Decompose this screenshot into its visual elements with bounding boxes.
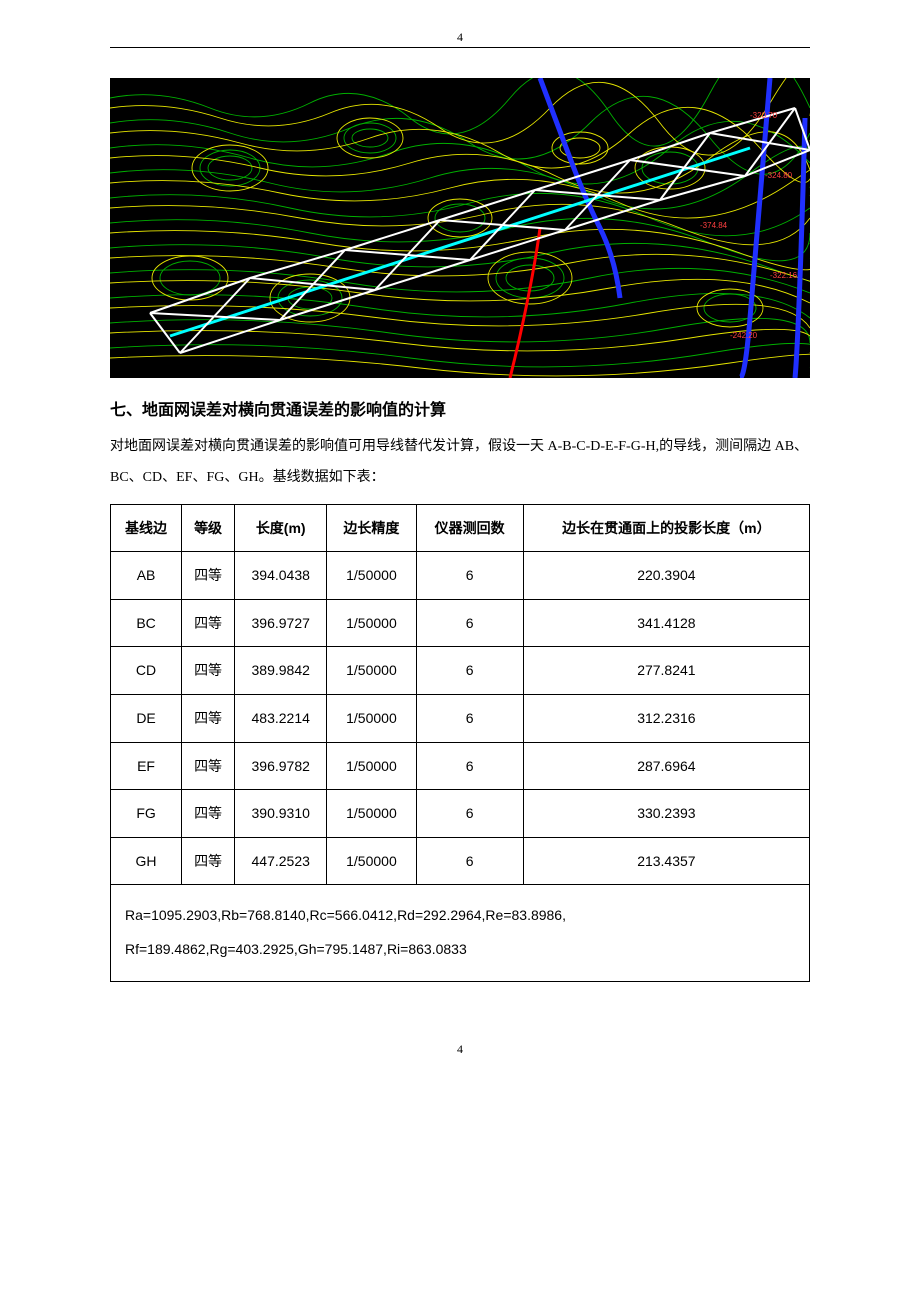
table-cell: 287.6964: [523, 742, 809, 790]
col-projection: 边长在贯通面上的投影长度（m）: [523, 504, 809, 552]
baseline-table: 基线边 等级 长度(m) 边长精度 仪器测回数 边长在贯通面上的投影长度（m） …: [110, 504, 810, 982]
table-cell: 6: [416, 647, 523, 695]
table-cell: 四等: [182, 694, 235, 742]
table-row: FG四等390.93101/500006330.2393: [111, 790, 810, 838]
table-cell: CD: [111, 647, 182, 695]
table-header-row: 基线边 等级 长度(m) 边长精度 仪器测回数 边长在贯通面上的投影长度（m）: [111, 504, 810, 552]
col-length: 长度(m): [235, 504, 327, 552]
table-cell: 6: [416, 837, 523, 885]
table-cell: 6: [416, 742, 523, 790]
table-cell: DE: [111, 694, 182, 742]
table-cell: 1/50000: [327, 742, 416, 790]
table-row: AB四等394.04381/500006220.3904: [111, 552, 810, 600]
road: [510, 228, 540, 378]
table-cell: 220.3904: [523, 552, 809, 600]
table-cell: 四等: [182, 790, 235, 838]
table-cell: 1/50000: [327, 694, 416, 742]
table-row: BC四等396.97271/500006341.4128: [111, 599, 810, 647]
svg-text:-374.84: -374.84: [700, 221, 728, 230]
table-footer-row: Ra=1095.2903,Rb=768.8140,Rc=566.0412,Rd=…: [111, 885, 810, 981]
table-cell: 396.9782: [235, 742, 327, 790]
footer-line2: Rf=189.4862,Rg=403.2925,Gh=795.1487,Ri=8…: [125, 941, 467, 957]
table-cell: 四等: [182, 599, 235, 647]
topographic-map: -320.70 -324.80 -322.16 -242.20 -374.84: [110, 78, 810, 378]
table-row: DE四等483.22141/500006312.2316: [111, 694, 810, 742]
svg-text:-324.80: -324.80: [765, 171, 793, 180]
table-cell: BC: [111, 599, 182, 647]
river: [540, 78, 805, 378]
col-grade: 等级: [182, 504, 235, 552]
header-rule: [110, 47, 810, 48]
table-cell: AB: [111, 552, 182, 600]
table-cell: 277.8241: [523, 647, 809, 695]
svg-text:-320.70: -320.70: [750, 111, 778, 120]
footer-line1: Ra=1095.2903,Rb=768.8140,Rc=566.0412,Rd=…: [125, 907, 566, 923]
table-cell: 447.2523: [235, 837, 327, 885]
col-rounds: 仪器测回数: [416, 504, 523, 552]
table-footer-cell: Ra=1095.2903,Rb=768.8140,Rc=566.0412,Rd=…: [111, 885, 810, 981]
table-cell: 213.4357: [523, 837, 809, 885]
svg-text:-322.16: -322.16: [770, 271, 798, 280]
section-heading: 七、地面网误差对横向贯通误差的影响值的计算: [110, 396, 810, 420]
table-cell: 1/50000: [327, 552, 416, 600]
table-cell: 6: [416, 790, 523, 838]
truss-network: [150, 108, 810, 353]
page-number-top: 4: [110, 30, 810, 45]
table-cell: EF: [111, 742, 182, 790]
col-precision: 边长精度: [327, 504, 416, 552]
svg-text:-242.20: -242.20: [730, 331, 758, 340]
table-cell: 390.9310: [235, 790, 327, 838]
table-row: EF四等396.97821/500006287.6964: [111, 742, 810, 790]
table-cell: 四等: [182, 552, 235, 600]
table-cell: 四等: [182, 742, 235, 790]
table-cell: 341.4128: [523, 599, 809, 647]
table-cell: 6: [416, 552, 523, 600]
table-cell: 1/50000: [327, 647, 416, 695]
table-cell: 1/50000: [327, 790, 416, 838]
table-row: CD四等389.98421/500006277.8241: [111, 647, 810, 695]
page-number-bottom: 4: [110, 1042, 810, 1057]
table-cell: 四等: [182, 647, 235, 695]
table-cell: 6: [416, 694, 523, 742]
table-cell: FG: [111, 790, 182, 838]
table-cell: 1/50000: [327, 599, 416, 647]
col-baseline: 基线边: [111, 504, 182, 552]
table-cell: 6: [416, 599, 523, 647]
table-cell: GH: [111, 837, 182, 885]
table-cell: 330.2393: [523, 790, 809, 838]
table-cell: 394.0438: [235, 552, 327, 600]
table-cell: 四等: [182, 837, 235, 885]
table-row: GH四等447.25231/500006213.4357: [111, 837, 810, 885]
table-cell: 1/50000: [327, 837, 416, 885]
map-svg: -320.70 -324.80 -322.16 -242.20 -374.84: [110, 78, 810, 378]
table-cell: 389.9842: [235, 647, 327, 695]
table-cell: 312.2316: [523, 694, 809, 742]
table-cell: 396.9727: [235, 599, 327, 647]
paragraph-text: 对地面网误差对横向贯通误差的影响值可用导线替代发计算，假设一天 A-B-C-D-…: [110, 432, 810, 494]
table-cell: 483.2214: [235, 694, 327, 742]
